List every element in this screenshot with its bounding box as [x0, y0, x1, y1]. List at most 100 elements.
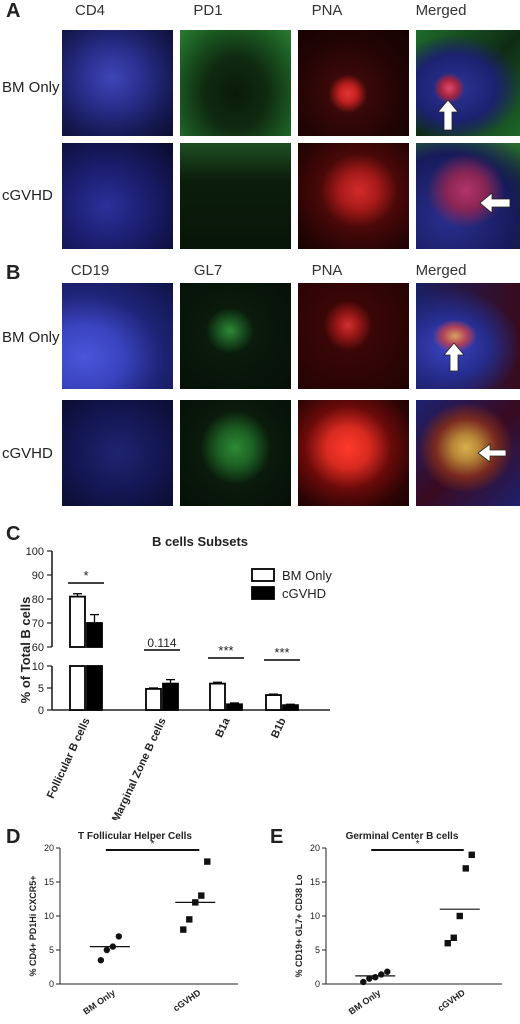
micrograph-b-cgvhd-gl7 [180, 400, 291, 506]
micrograph-b-cgvhd-pna [298, 400, 409, 506]
chart-c-y-tick-label: 60 [32, 642, 44, 654]
micrograph-a-cgvhd-merged [416, 143, 520, 249]
chart-c-legend-label: cGVHD [282, 586, 326, 601]
micrograph-b-cgvhd-cd19 [62, 400, 173, 506]
chart-y-tick-label: 15 [310, 877, 320, 887]
panel-d-letter: D [6, 826, 21, 848]
panel-e-scatter-chart: Germinal Center B cells % CD19+ GL7+ CD3… [294, 831, 502, 1017]
chart-c-category-label: B1a [213, 715, 233, 739]
chart-y-tick-label: 0 [315, 979, 320, 989]
chart-c-bar [162, 682, 179, 711]
panel-b-col-gl7: GL7 [193, 262, 223, 279]
chart-c-bar [69, 595, 86, 648]
chart-significance-label: * [151, 839, 155, 850]
micrograph-b-bm-merged [416, 283, 520, 389]
arrow-up-icon [443, 342, 465, 372]
micrograph-a-cgvhd-cd4 [62, 143, 173, 249]
chart-data-point [366, 975, 373, 982]
chart-y-tick-label: 15 [44, 877, 54, 887]
chart-data-point [103, 946, 111, 954]
chart-c-legend-label: BM Only [282, 568, 332, 583]
chart-data-point [378, 971, 385, 978]
micrograph-a-bm-cd4 [62, 30, 173, 136]
chart-c-category-label: B1b [269, 716, 289, 740]
chart-data-point [204, 858, 211, 865]
panel-e-letter: E [270, 826, 284, 848]
chart-data-point [186, 916, 193, 923]
chart-c-legend-swatch [251, 586, 275, 600]
chart-data-point [360, 978, 367, 986]
chart-c-y-tick-label: 80 [32, 594, 44, 606]
chart-category-label: BM Only [347, 987, 383, 1016]
chart-c-bar [86, 622, 103, 648]
chart-y-tick-label: 5 [49, 945, 54, 955]
micrograph-b-bm-gl7 [180, 283, 291, 389]
chart-y-tick-label: 20 [310, 843, 320, 853]
chart-data-point [115, 933, 123, 940]
chart-c-legend-swatch [251, 568, 275, 582]
panel-a-col-pd1: PD1 [193, 2, 223, 19]
chart-y-tick-label: 20 [44, 843, 54, 853]
chart-c-y-tick-label: 100 [26, 546, 44, 558]
micrograph-a-bm-pd1 [180, 30, 291, 136]
panel-a-col-pna: PNA [311, 2, 343, 19]
chart-c-bar [226, 703, 243, 711]
chart-c-title: B cells Subsets [152, 534, 248, 549]
chart-data-point [97, 957, 105, 964]
panel-a-letter: A [6, 0, 21, 22]
micrograph-b-cgvhd-merged [416, 400, 520, 506]
chart-c-significance-label: 0.114 [147, 636, 176, 650]
micrograph-a-bm-pna [298, 30, 409, 136]
panel-b-col-pna: PNA [311, 262, 343, 279]
panel-a-col-cd4: CD4 [74, 2, 105, 19]
chart-data-point [456, 912, 463, 920]
chart-c-y-tick-label: 5 [38, 683, 44, 695]
panel-a-row-cgvhd: cGVHD [2, 187, 53, 204]
chart-c-significance-label: * [83, 568, 88, 583]
chart-data-point [384, 968, 391, 975]
chart-e-ylabel: % CD19+ GL7+ CD38 Lo [294, 874, 304, 978]
panel-b-col-merged: Merged [415, 262, 467, 279]
chart-c-bar [209, 682, 226, 711]
chart-category-label: cGVHD [171, 987, 203, 1013]
arrow-left-icon [477, 443, 507, 463]
chart-c-y-tick-label: 90 [32, 570, 44, 582]
panel-b-row-bm-only: BM Only [2, 329, 60, 346]
chart-category-label: cGVHD [436, 987, 468, 1013]
chart-data-point [198, 892, 205, 899]
panel-c-bar-chart: B cells Subsets % of Total B cells 60 70 8… [18, 534, 332, 820]
panel-c-letter: C [6, 523, 21, 545]
chart-significance-label: * [416, 839, 420, 850]
chart-data-point [372, 974, 379, 981]
chart-category-label: BM Only [81, 987, 117, 1016]
panel-b-row-cgvhd: cGVHD [2, 445, 53, 462]
chart-c-y-tick-label: 70 [32, 618, 44, 630]
chart-c-ylabel: % of Total B cells [18, 597, 33, 704]
micrograph-a-cgvhd-pd1 [180, 143, 291, 249]
chart-c-category-label: Follicular B cells [45, 716, 93, 800]
chart-y-tick-label: 0 [49, 979, 54, 989]
micrograph-a-cgvhd-pna [298, 143, 409, 249]
chart-c-bar-lower [69, 665, 86, 711]
chart-data-point [444, 940, 451, 947]
chart-c-category-label: Marginal Zone B cells [110, 716, 169, 820]
chart-c-significance-label: *** [274, 645, 289, 660]
chart-c-bar [265, 694, 282, 711]
panel-b-col-cd19: CD19 [70, 262, 110, 279]
chart-c-y-tick-label: 0 [38, 705, 44, 717]
chart-c-y-tick-label: 10 [32, 661, 44, 673]
panel-a-row-bm-only: BM Only [2, 79, 60, 96]
chart-c-bar [145, 687, 162, 711]
panel-d-scatter-chart: T Follicular Helper Cells % CD4+ PD1Hi C… [28, 831, 238, 1017]
micrograph-a-bm-merged [416, 30, 520, 136]
chart-data-point [180, 926, 187, 933]
chart-c-bar [282, 704, 299, 711]
micrograph-b-bm-cd19 [62, 283, 173, 389]
chart-data-point [462, 865, 469, 872]
chart-e-title: Germinal Center B cells [346, 831, 459, 842]
micrograph-b-bm-pna [298, 283, 409, 389]
arrow-up-icon [437, 99, 459, 131]
panel-b-letter: B [6, 262, 21, 284]
chart-d-ylabel: % CD4+ PD1Hi CXCR5+ [28, 875, 38, 976]
chart-d-title: T Follicular Helper Cells [78, 831, 192, 842]
